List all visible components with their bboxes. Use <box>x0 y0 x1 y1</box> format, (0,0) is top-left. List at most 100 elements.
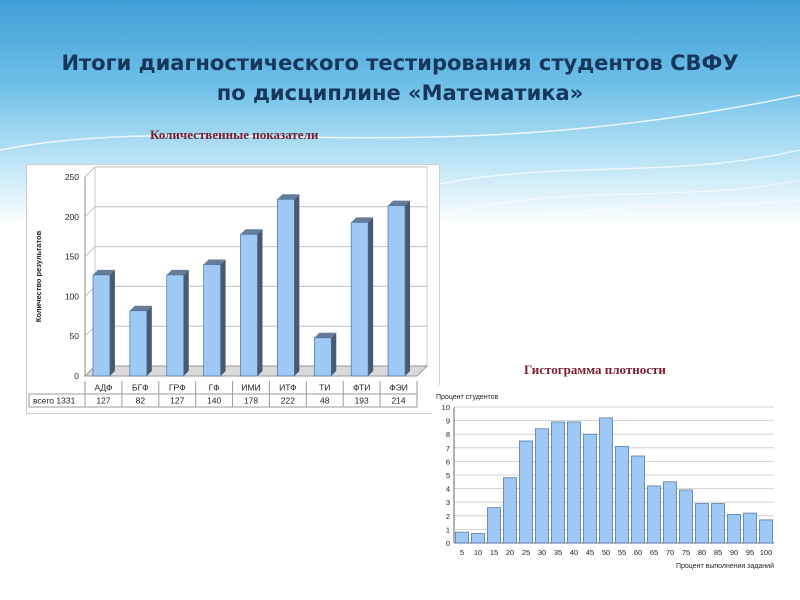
chart1-category-label: ФЭИ <box>389 383 408 393</box>
chart2-bar <box>455 531 469 544</box>
chart1-category-label: ИТФ <box>279 383 296 393</box>
chart1-bar-side <box>405 200 411 376</box>
chart2-x-tick-label: 45 <box>586 548 594 557</box>
chart2-y-tick-label: 6 <box>446 457 450 466</box>
chart2-y-tick-label: 0 <box>446 539 450 548</box>
chart2-bar <box>759 519 773 544</box>
chart1-value-label: 140 <box>207 396 221 406</box>
chart1-bar-top <box>203 259 226 265</box>
chart1-bar <box>203 264 221 377</box>
chart1-bar-side <box>294 194 300 376</box>
chart1-bar <box>387 205 406 377</box>
chart1-bar-top <box>388 200 411 206</box>
quantitative-subtitle: Количественные показатели <box>150 127 319 142</box>
faculty-bar-chart: 0 50 100 150 200 250 Количество результатов все… <box>26 164 440 414</box>
chart1-bar-top <box>314 332 337 338</box>
chart1-bar-side <box>146 305 152 376</box>
chart2-bar <box>599 417 613 544</box>
chart1-bar-side <box>257 229 263 376</box>
chart2-bar <box>519 440 533 544</box>
chart2-x-tick-label: 100 <box>760 548 773 557</box>
chart1-gridline-side <box>84 166 96 178</box>
chart2-bar <box>743 512 757 544</box>
chart2-x-tick-label: 80 <box>698 548 706 557</box>
chart2-x-tick-label: 20 <box>506 548 514 557</box>
chart1-y-tick-label: 50 <box>70 331 80 341</box>
chart2-y-tick-label: 3 <box>446 498 450 507</box>
chart2-bar <box>487 507 501 544</box>
page-title: Итоги диагностического тестирования студ… <box>0 48 800 108</box>
chart2-x-tick-label: 15 <box>490 548 498 557</box>
chart2-x-tick-label: 25 <box>522 548 530 557</box>
chart1-bar-side <box>368 217 374 376</box>
chart2-x-tick-label: 50 <box>602 548 610 557</box>
chart1-y-tick-label: 0 <box>74 371 79 381</box>
chart1-y-tick-label: 250 <box>65 172 79 182</box>
chart1-bar <box>350 222 369 377</box>
chart1-y-axis-label: Количество результатов <box>34 230 43 322</box>
chart2-x-tick-label: 95 <box>746 548 754 557</box>
chart2-bar <box>583 433 597 544</box>
chart1-value-label: 48 <box>320 396 330 406</box>
chart2-bar <box>647 485 661 544</box>
chart2-y-tick-label: 2 <box>446 512 450 521</box>
chart2-bar <box>663 481 677 544</box>
chart2-x-tick-label: 90 <box>730 548 738 557</box>
histogram-subtitle: Гистограмма плотности <box>524 362 666 377</box>
chart2-y-axis-label: Процент студентов <box>436 394 499 401</box>
chart1-value-label: 178 <box>244 396 258 406</box>
chart1-bar <box>313 337 332 377</box>
chart2-x-axis-label: Процент выполнения заданий <box>676 562 774 570</box>
chart2-bar <box>567 421 581 544</box>
chart1-bar-side <box>109 269 115 376</box>
chart1-bar-side <box>183 269 189 376</box>
title-line-1: Итоги диагностического тестирования студ… <box>61 51 739 75</box>
chart1-bar <box>166 274 185 377</box>
chart1-bar-top <box>351 217 374 223</box>
chart2-bar <box>727 514 741 544</box>
chart1-bar-top <box>166 269 189 275</box>
title-line-2: по дисциплине «Математика» <box>216 81 584 105</box>
chart1-bar-top <box>92 269 115 275</box>
chart2-x-tick-label: 40 <box>570 548 578 557</box>
chart1-gridline-side <box>84 246 96 257</box>
chart1-value-label: 214 <box>391 396 405 406</box>
chart1-value-label: 82 <box>136 396 146 406</box>
chart2-y-tick-label: 5 <box>446 471 450 480</box>
chart2-x-tick-label: 65 <box>650 548 658 557</box>
chart2-bar <box>615 446 629 544</box>
chart2-y-tick-label: 4 <box>446 485 450 494</box>
chart2-bar <box>679 489 693 544</box>
chart1-category-label: ГФ <box>209 383 220 393</box>
chart2-x-tick-label: 35 <box>554 548 562 557</box>
chart2-y-tick-label: 1 <box>446 525 450 534</box>
chart1-y-tick-label: 150 <box>65 252 79 262</box>
chart2-y-tick-label: 10 <box>442 403 450 412</box>
chart1-category-label: АДФ <box>94 383 112 393</box>
faculty-bar-chart-svg: 0 50 100 150 200 250 Количество результатов все… <box>28 166 429 408</box>
chart1-category-label: ФТИ <box>353 383 370 393</box>
chart2-x-tick-label: 55 <box>618 548 626 557</box>
chart2-x-tick-label: 75 <box>682 548 690 557</box>
chart1-table-row-label: всего 1331 <box>33 396 76 406</box>
chart1-bar-side <box>331 332 337 376</box>
chart1-category-label: ГРФ <box>169 383 186 393</box>
chart1-y-tick-label: 200 <box>65 212 79 222</box>
chart1-bar <box>277 198 295 377</box>
chart1-bar <box>240 233 258 377</box>
chart2-x-tick-label: 85 <box>714 548 722 557</box>
chart2-bar <box>631 455 645 544</box>
chart2-bar <box>695 503 709 544</box>
chart2-bar <box>535 428 549 544</box>
chart2-y-tick-label: 7 <box>446 444 450 453</box>
chart2-y-tick-label: 8 <box>446 430 450 439</box>
chart2-bar <box>551 421 565 544</box>
chart2-x-tick-label: 5 <box>460 548 464 557</box>
chart2-x-tick-label: 10 <box>474 548 482 557</box>
chart1-value-label: 222 <box>281 396 295 406</box>
chart1-category-label: ИМИ <box>241 383 260 393</box>
chart1-bar-top <box>240 229 263 235</box>
chart1-category-label: ТИ <box>319 383 330 393</box>
chart1-value-label: 127 <box>170 396 184 406</box>
